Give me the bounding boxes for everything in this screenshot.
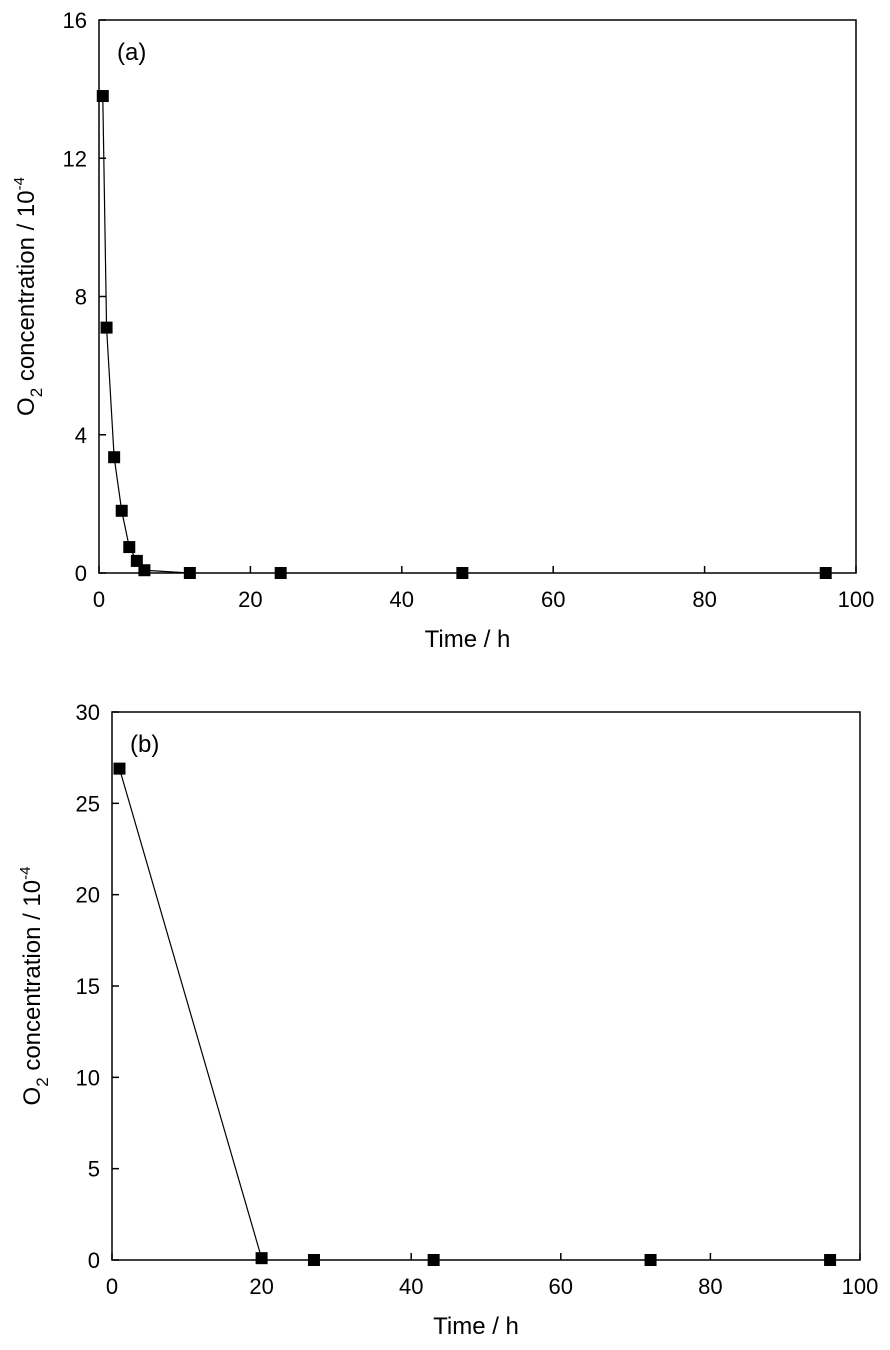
x-tick-label: 60	[541, 587, 565, 612]
data-point	[115, 504, 128, 517]
x-tick-label: 60	[549, 1274, 573, 1299]
y-tick-label: 12	[63, 146, 87, 171]
data-point	[644, 1254, 657, 1266]
data-point	[138, 564, 151, 577]
y-tick-label: 4	[75, 423, 87, 448]
x-tick-label: 80	[692, 587, 716, 612]
x-axis-title: Time / h	[433, 1313, 519, 1340]
data-point	[183, 567, 196, 579]
x-tick-label: 0	[93, 587, 105, 612]
x-axis-title: Time / h	[425, 626, 511, 653]
data-point	[824, 1254, 837, 1266]
panel-label: (b)	[130, 731, 159, 758]
data-point	[113, 762, 126, 775]
y-tick-label: 25	[76, 791, 100, 816]
y-tick-label: 15	[76, 974, 100, 999]
data-point	[96, 90, 109, 103]
plot-frame-a	[98, 19, 857, 574]
data-point	[427, 1254, 440, 1266]
data-point	[130, 554, 143, 567]
x-tick-label: 100	[838, 587, 875, 612]
y-tick-label: 5	[88, 1157, 100, 1182]
chart-panel-a: 0 20 40 60 80 100 0 4 8 12 16 Time / h O2 concentrat…	[11, 8, 874, 653]
data-point	[255, 1252, 268, 1265]
plot-frame-b	[111, 711, 861, 1261]
y-tick-label: 20	[76, 883, 100, 908]
x-tick-label: 100	[842, 1274, 879, 1299]
x-tick-label: 40	[390, 587, 414, 612]
x-tick-label: 0	[106, 1274, 118, 1299]
data-point	[307, 1254, 320, 1266]
x-tick-label: 20	[238, 587, 262, 612]
data-point	[274, 567, 287, 579]
series-line	[102, 96, 190, 574]
y-tick-label: 16	[63, 8, 87, 33]
y-tick-label: 30	[76, 700, 100, 725]
y-axis-title: O2 concentration / 10-4	[17, 867, 52, 1106]
data-point	[456, 567, 469, 579]
x-tick-label: 80	[698, 1274, 722, 1299]
data-point	[108, 451, 121, 464]
data-point	[819, 567, 832, 579]
series-line	[118, 768, 263, 1259]
y-tick-label: 8	[75, 285, 87, 310]
panel-label: (a)	[117, 39, 146, 66]
y-tick-label: 10	[76, 1065, 100, 1090]
data-point	[100, 321, 113, 334]
y-tick-label: 0	[88, 1248, 100, 1273]
chart-panel-b: 0 20 40 60 80 100 0 5 10 15 20 25 30 Time / h O2 conce…	[17, 700, 878, 1340]
y-tick-label: 0	[75, 561, 87, 586]
y-axis-title: O2 concentration / 10-4	[11, 177, 46, 416]
data-point	[123, 541, 136, 554]
x-tick-label: 20	[249, 1274, 273, 1299]
x-tick-label: 40	[399, 1274, 423, 1299]
